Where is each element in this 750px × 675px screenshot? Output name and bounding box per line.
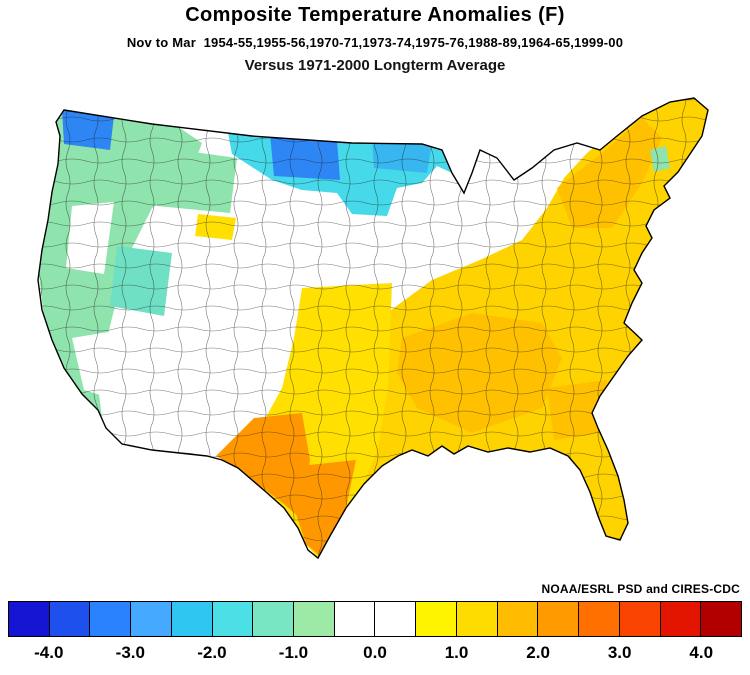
colorbar-tick-label: 2.0 bbox=[526, 643, 550, 662]
colorbar-tick-label: -2.0 bbox=[197, 643, 227, 662]
plot-title: Composite Temperature Anomalies (F) bbox=[185, 4, 565, 26]
colorbar-segment bbox=[619, 602, 661, 636]
us-map bbox=[37, 97, 709, 560]
colorbar-tick-label: 0.0 bbox=[363, 643, 387, 662]
colorbar-segment bbox=[701, 602, 741, 636]
colorbar-segment bbox=[131, 602, 172, 636]
colorbar-segment bbox=[416, 602, 457, 636]
colorbar bbox=[8, 601, 742, 637]
colorbar-segment bbox=[334, 602, 376, 636]
colorbar-segment bbox=[456, 602, 498, 636]
colorbar-segment bbox=[660, 602, 702, 636]
colorbar-segment bbox=[497, 602, 539, 636]
colorbar-segment bbox=[49, 602, 91, 636]
colorbar-segment bbox=[375, 602, 417, 636]
colorbar-tick-label: -3.0 bbox=[115, 643, 145, 662]
colorbar-segment bbox=[579, 602, 620, 636]
colorbar-tick-label: 4.0 bbox=[689, 643, 714, 662]
colorbar-segment bbox=[9, 602, 50, 636]
composite-years: 1954-55,1955-56,1970-71,1973-74,1975-76,… bbox=[203, 35, 624, 50]
credit-label: NOAA/ESRL PSD and CIRES-CDC bbox=[541, 582, 740, 596]
colorbar-tick-label: 1.0 bbox=[444, 643, 469, 662]
map-outline bbox=[37, 97, 709, 560]
colorbar-tick-label: -4.0 bbox=[34, 643, 64, 662]
baseline-label: Versus 1971-2000 Longterm Average bbox=[244, 57, 506, 74]
colorbar-segment bbox=[90, 602, 132, 636]
colorbar-segment bbox=[253, 602, 295, 636]
colorbar-ticks: -4.0 -3.0 -2.0 -1.0 0.0 1.0 2.0 3.0 4.0 bbox=[8, 643, 742, 669]
colorbar-tick-label: 3.0 bbox=[607, 643, 632, 662]
plot-header: Composite Temperature Anomalies (F) Nov … bbox=[0, 0, 750, 74]
colorbar-segment bbox=[294, 602, 335, 636]
plot-subtitle: Nov to Mar 1954-55,1955-56,1970-71,1973-… bbox=[0, 35, 750, 50]
colorbar-segment bbox=[171, 602, 213, 636]
colorbar-tick-label: -1.0 bbox=[278, 643, 309, 662]
colorbar-segment bbox=[212, 602, 254, 636]
season-label: Nov to Mar bbox=[126, 35, 196, 50]
colorbar-segment bbox=[538, 602, 580, 636]
